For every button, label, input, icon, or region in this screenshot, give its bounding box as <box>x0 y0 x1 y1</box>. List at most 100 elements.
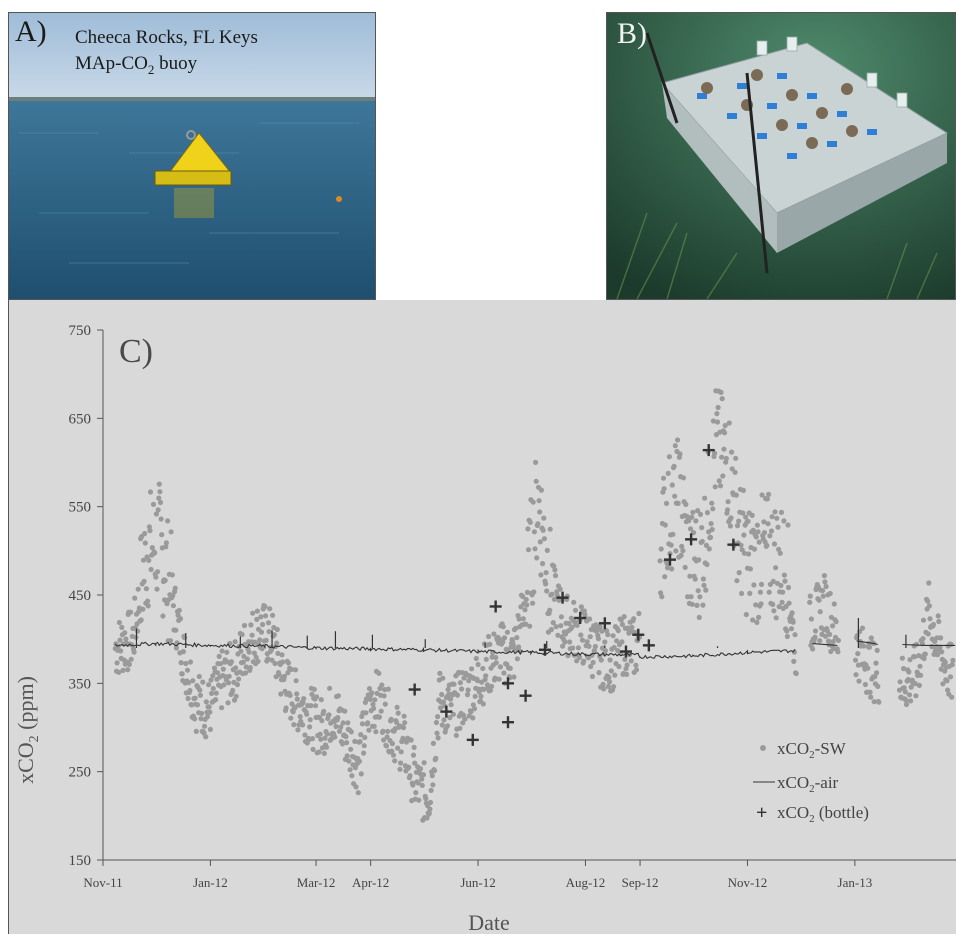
sw-point <box>288 666 294 672</box>
sw-point <box>913 693 919 699</box>
sw-point <box>143 586 149 592</box>
sw-point <box>747 590 753 596</box>
sw-point <box>475 661 481 668</box>
sw-point <box>679 543 685 549</box>
sw-point <box>661 486 667 492</box>
sw-point <box>856 678 862 684</box>
sw-point <box>410 752 417 758</box>
sw-point <box>172 585 178 591</box>
sw-point <box>369 690 375 696</box>
sw-point <box>309 691 315 697</box>
bottle-point <box>466 733 479 746</box>
sw-point <box>899 655 906 661</box>
sw-point <box>710 506 716 512</box>
sw-point <box>611 684 617 690</box>
sw-point <box>513 625 519 631</box>
sw-point <box>675 500 681 506</box>
sw-point <box>595 636 602 642</box>
sw-point <box>420 772 427 778</box>
sw-point <box>367 696 373 702</box>
sw-point <box>939 649 945 655</box>
sw-point <box>197 687 203 693</box>
sw-point <box>184 667 191 673</box>
sw-point <box>784 628 790 634</box>
sw-point <box>357 739 363 745</box>
sw-point <box>116 669 122 675</box>
sw-point <box>236 676 242 682</box>
sw-point <box>385 728 391 734</box>
sw-point <box>480 665 486 672</box>
sw-point <box>142 530 148 537</box>
sw-point <box>913 641 920 647</box>
sw-point <box>514 635 520 641</box>
sw-point <box>743 611 749 618</box>
sw-point <box>524 589 531 595</box>
sw-point <box>435 735 441 741</box>
sw-point <box>665 470 671 476</box>
sw-point <box>791 658 797 664</box>
sw-point <box>457 680 463 686</box>
sw-point <box>378 708 384 714</box>
sw-point <box>717 483 724 489</box>
sw-point <box>607 657 613 663</box>
sw-point <box>249 632 255 638</box>
sw-point <box>117 637 123 643</box>
sw-point <box>501 635 508 641</box>
sw-point <box>430 782 436 788</box>
sw-point <box>859 625 866 631</box>
sw-point <box>470 702 476 708</box>
sw-point <box>776 546 782 552</box>
sw-point <box>683 501 689 507</box>
sw-point <box>120 667 126 673</box>
sw-point <box>537 539 543 545</box>
sw-point <box>342 708 348 714</box>
sw-point <box>769 514 775 520</box>
sw-point <box>193 728 199 734</box>
x-tick-label: Sep-12 <box>622 875 659 890</box>
sw-point <box>522 607 528 613</box>
sw-point <box>196 673 202 680</box>
sw-point <box>173 645 179 651</box>
sw-point <box>776 604 782 610</box>
bottle-point <box>632 628 645 641</box>
sw-point <box>602 639 608 645</box>
legend-bottle-label: xCO2 (bottle) <box>777 803 869 825</box>
reef-rack-photo-panel: B) <box>606 12 956 300</box>
bottle-point <box>501 677 514 690</box>
x-axis: Nov-11 Jan-12 Mar-12 Apr-12 Jun-12 Aug-12 Sep-… <box>83 859 956 890</box>
sw-point <box>278 691 284 697</box>
sw-point <box>160 613 166 619</box>
sw-point <box>897 679 903 685</box>
sw-point <box>185 695 191 702</box>
coral-rack <box>661 36 949 253</box>
sw-point <box>712 450 718 456</box>
sw-point <box>308 703 314 709</box>
sw-point <box>162 597 168 603</box>
sw-point <box>395 745 401 751</box>
sw-point <box>246 649 252 655</box>
sw-point <box>317 731 323 737</box>
sw-point <box>125 667 131 673</box>
sw-point <box>371 723 377 729</box>
sw-point <box>421 760 427 766</box>
sw-point <box>382 701 388 707</box>
sw-point <box>590 659 596 666</box>
sw-point <box>874 670 880 676</box>
sw-point <box>359 721 365 727</box>
sw-point <box>533 459 539 465</box>
sw-point <box>217 661 223 667</box>
sw-point <box>629 624 635 630</box>
sw-point <box>673 548 679 554</box>
sw-point <box>149 545 155 551</box>
sw-point <box>865 665 871 671</box>
sw-point <box>756 539 762 545</box>
sw-point <box>226 673 232 679</box>
panel-a-letter: A) <box>15 15 47 48</box>
sw-point <box>376 670 382 676</box>
sw-point <box>343 734 349 740</box>
sw-point <box>169 572 175 578</box>
sw-point <box>239 631 245 638</box>
sw-point <box>395 710 401 716</box>
sw-point <box>361 750 367 756</box>
sw-point <box>714 419 721 425</box>
